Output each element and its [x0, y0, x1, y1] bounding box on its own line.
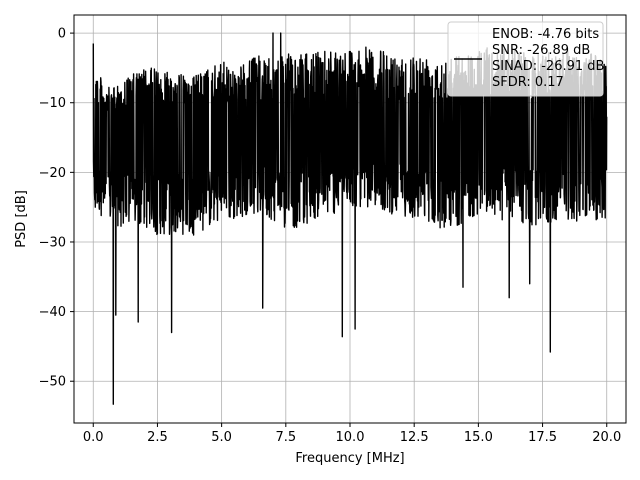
x-tick-label: 5.0	[211, 430, 232, 445]
y-axis-ticks: 0 −10 −20 −30 −40 −50	[39, 27, 74, 390]
legend-entry-enob: ENOB: -4.76 bits	[492, 27, 599, 42]
y-tick-label: −20	[39, 166, 66, 181]
y-tick-label: −30	[39, 235, 66, 250]
x-tick-label: 15.0	[464, 430, 493, 445]
x-tick-label: 10.0	[336, 430, 365, 445]
y-tick-label: −10	[39, 96, 66, 111]
x-axis-label: Frequency [MHz]	[295, 451, 404, 466]
x-tick-label: 12.5	[400, 430, 429, 445]
legend-box	[447, 21, 604, 97]
y-tick-label: −50	[39, 375, 66, 390]
legend-entry-snr: SNR: -26.89 dB	[492, 43, 590, 58]
x-tick-label: 20.0	[592, 430, 621, 445]
legend-entry-sinad: SINAD: -26.91 dB	[492, 59, 604, 74]
x-tick-label: 7.5	[275, 430, 296, 445]
x-tick-label: 2.5	[147, 430, 168, 445]
x-tick-label: 17.5	[528, 430, 557, 445]
x-tick-label: 0.0	[83, 430, 104, 445]
legend-entry-sfdr: SFDR: 0.17	[492, 75, 564, 90]
y-axis-label: PSD [dB]	[14, 190, 29, 248]
x-axis-ticks: 0.0 2.5 5.0 7.5 10.0 12.5 15.0 17.5 20.0	[83, 423, 621, 445]
y-tick-label: 0	[58, 27, 66, 42]
y-tick-label: −40	[39, 305, 66, 320]
legend: ENOB: -4.76 bits SNR: -26.89 dB SINAD: -…	[447, 21, 604, 97]
